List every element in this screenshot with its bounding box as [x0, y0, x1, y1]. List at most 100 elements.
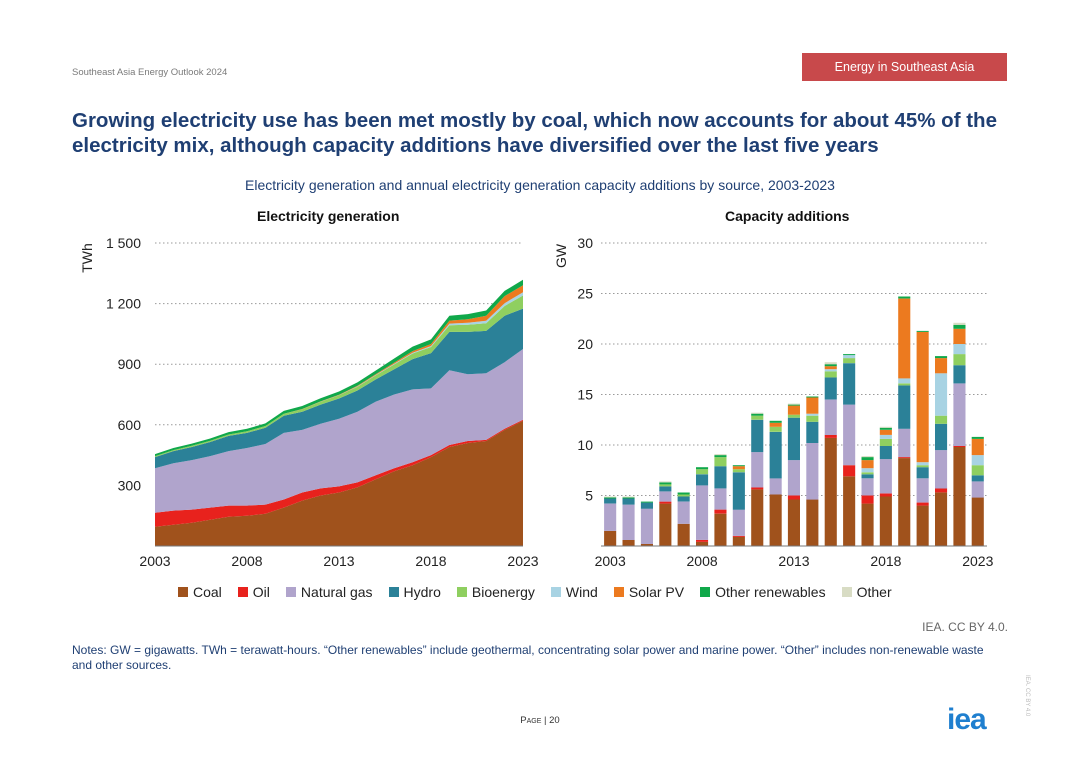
cap-ytick-label: 20 — [577, 336, 593, 352]
cap-xtick-label: 2008 — [687, 553, 718, 569]
cap-bar-other-renewables-2016 — [843, 354, 856, 356]
legend-item-wind: Wind — [550, 584, 598, 600]
cap-bar-other-2009 — [714, 454, 727, 456]
gen-area-hydro — [155, 308, 523, 469]
cap-bar-hydro-2008 — [696, 474, 709, 486]
cap-bar-hydro-2021 — [935, 423, 948, 451]
cap-bar-other-2004 — [622, 496, 635, 498]
cap-bar-hydro-2007 — [677, 496, 690, 502]
cap-bar-other-2003 — [604, 496, 617, 498]
gen-area-oil — [155, 419, 523, 527]
legend-swatch — [237, 587, 248, 597]
cap-bar-solar-pv-2017 — [861, 460, 874, 469]
cap-bar-oil-2016 — [843, 465, 856, 477]
cap-bar-bioenergy-2011 — [751, 415, 764, 420]
cap-bar-bioenergy-2018 — [879, 438, 892, 446]
cap-bar-other-renewables-2022 — [953, 324, 966, 329]
cap-bar-other-renewables-2017 — [861, 457, 874, 461]
cap-bar-natural-gas-2004 — [622, 504, 635, 540]
cap-bar-natural-gas-2014 — [806, 443, 819, 500]
cap-bar-hydro-2013 — [787, 417, 800, 461]
cap-bar-coal-2004 — [622, 539, 635, 546]
cap-bar-hydro-2010 — [732, 472, 745, 510]
charts-canvas: 300 600 900 1 200 1 500 2003 2008 2013 2018 2023 T… — [79, 235, 994, 569]
cap-ytick-label: 5 — [585, 488, 593, 504]
legend-swatch — [700, 587, 711, 597]
cap-bar-bioenergy-2008 — [696, 469, 709, 475]
page-prefix: Page — [520, 715, 542, 726]
cap-bar-wind-2015 — [824, 369, 837, 372]
cap-bar-natural-gas-2007 — [677, 501, 690, 524]
cap-bar-bioenergy-2012 — [769, 426, 782, 432]
gen-xtick-label: 2013 — [323, 553, 354, 569]
cap-bar-natural-gas-2008 — [696, 485, 709, 540]
cap-bar-bioenergy-2009 — [714, 457, 727, 467]
cap-bar-wind-2022 — [953, 344, 966, 355]
cap-bar-oil-2020 — [916, 502, 929, 506]
cap-bar-oil-2006 — [659, 501, 672, 504]
cap-bar-natural-gas-2017 — [861, 478, 874, 496]
cap-bar-natural-gas-2010 — [732, 509, 745, 536]
cap-bar-hydro-2023 — [971, 475, 984, 482]
iea-logo: iea — [947, 703, 987, 736]
cap-bar-other-renewables-2006 — [659, 482, 672, 485]
cap-bar-other-renewables-2007 — [677, 492, 690, 495]
cap-bar-bioenergy-2017 — [861, 472, 874, 475]
cap-bar-bioenergy-2013 — [787, 414, 800, 418]
cap-bar-coal-2017 — [861, 503, 874, 546]
figure-title: Electricity generation and annual electr… — [245, 177, 835, 193]
cap-bar-hydro-2003 — [604, 498, 617, 504]
cap-bar-other-renewables-2015 — [824, 364, 837, 367]
cap-bar-oil-2011 — [751, 487, 764, 490]
cap-bar-natural-gas-2005 — [640, 508, 653, 544]
cap-bar-bioenergy-2019 — [898, 383, 911, 386]
cap-bar-coal-2013 — [787, 499, 800, 546]
cap-bar-bioenergy-2010 — [732, 469, 745, 473]
cap-bar-bioenergy-2007 — [677, 494, 690, 497]
cap-bar-natural-gas-2011 — [751, 452, 764, 488]
cap-bar-hydro-2016 — [843, 363, 856, 405]
cap-bar-other-2015 — [824, 362, 837, 365]
gen-xtick-label: 2003 — [139, 553, 170, 569]
cap-bar-coal-2022 — [953, 447, 966, 546]
cap-bar-coal-2018 — [879, 496, 892, 546]
cap-bar-bioenergy-2022 — [953, 354, 966, 366]
cap-bar-coal-2023 — [971, 497, 984, 546]
gen-ytick-label: 1 200 — [106, 296, 141, 312]
cap-bar-hydro-2015 — [824, 377, 837, 400]
cap-ytick-label: 10 — [577, 437, 593, 453]
legend-item-bioenergy: Bioenergy — [456, 584, 535, 600]
legend-label: Oil — [252, 584, 270, 600]
cap-bar-coal-2019 — [898, 458, 911, 546]
gen-ytick-label: 900 — [118, 356, 142, 372]
gen-xtick-label: 2018 — [415, 553, 446, 569]
legend-swatch — [613, 587, 624, 597]
cap-bar-natural-gas-2006 — [659, 491, 672, 502]
cap-bar-natural-gas-2003 — [604, 503, 617, 531]
gen-xtick-label: 2008 — [231, 553, 262, 569]
cap-bar-other-renewables-2012 — [769, 420, 782, 423]
cap-bar-other-2013 — [787, 403, 800, 405]
cap-bar-coal-2010 — [732, 536, 745, 546]
cap-bar-coal-2021 — [935, 492, 948, 546]
legend-swatch — [456, 587, 467, 597]
cap-bar-solar-pv-2023 — [971, 438, 984, 456]
legend-label: Other — [856, 584, 892, 600]
cap-bar-solar-pv-2022 — [953, 328, 966, 344]
cap-ytick-label: 25 — [577, 286, 593, 302]
cap-bar-solar-pv-2021 — [935, 358, 948, 374]
cap-bar-coal-2008 — [696, 542, 709, 546]
cap-bar-other-2022 — [953, 322, 966, 325]
cap-xtick-label: 2013 — [778, 553, 809, 569]
cap-bar-other-renewables-2003 — [604, 497, 617, 499]
cap-bar-coal-2011 — [751, 489, 764, 546]
cap-bar-solar-pv-2019 — [898, 298, 911, 379]
page-headline: Growing electricity use has been met mos… — [72, 109, 997, 157]
cap-bar-hydro-2018 — [879, 446, 892, 460]
page-number: Page | 20 — [520, 715, 560, 726]
cap-bar-hydro-2009 — [714, 466, 727, 489]
legend-label: Natural gas — [300, 584, 373, 600]
cap-bar-other-renewables-2009 — [714, 455, 727, 458]
cap-y-axis-label: GW — [553, 243, 569, 268]
cap-ytick-label: 15 — [577, 387, 593, 403]
